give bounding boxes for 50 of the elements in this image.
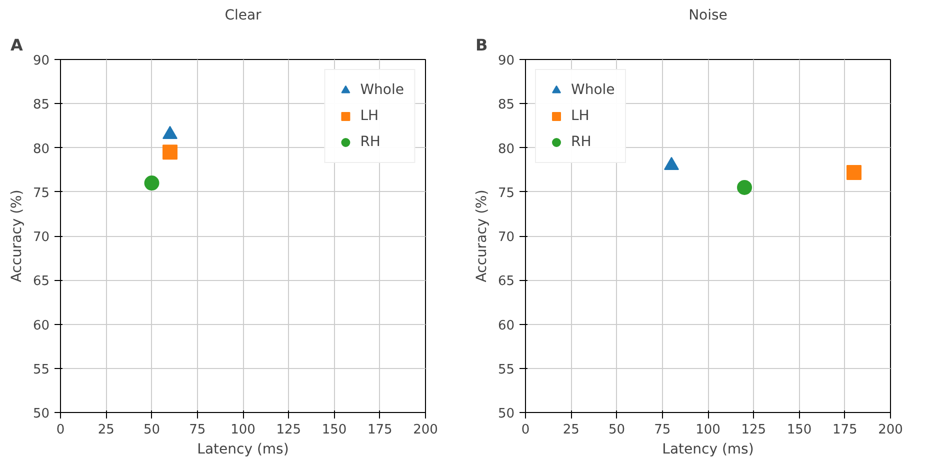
y-tick-label: 70 (32, 230, 50, 245)
y-tick-label: 75 (498, 186, 515, 201)
legend-label: LH (571, 108, 590, 124)
chart-title: Clear (224, 8, 262, 24)
chart-title: Noise (688, 8, 728, 24)
y-tick-label: 50 (32, 406, 50, 422)
x-tick-label: 175 (832, 422, 858, 438)
y-tick-label: 60 (498, 318, 515, 334)
y-tick-label: 80 (32, 142, 50, 157)
legend-label: RH (360, 134, 380, 150)
x-tick-label: 125 (741, 422, 766, 438)
y-tick-label: 75 (32, 186, 50, 201)
x-tick-label: 150 (322, 422, 347, 438)
x-tick-label: 0 (56, 422, 65, 438)
y-tick-label: 60 (32, 318, 50, 334)
y-tick-label: 55 (498, 362, 515, 378)
y-tick-label: 65 (32, 274, 50, 290)
y-axis-title: Accuracy (%) (474, 190, 490, 282)
x-tick-label: 75 (654, 422, 671, 438)
y-tick-label: 90 (32, 54, 50, 68)
x-tick-label: 150 (786, 422, 812, 438)
x-tick-label: 200 (413, 422, 438, 438)
x-tick-label: 125 (276, 422, 302, 438)
x-tick-label: 175 (367, 422, 392, 438)
legend-label: Whole (571, 82, 615, 98)
y-tick-label: 90 (498, 54, 515, 68)
y-tick-label: 50 (498, 406, 515, 422)
legend-label: RH (571, 134, 592, 150)
x-tick-label: 25 (98, 422, 114, 438)
x-tick-label: 100 (230, 422, 256, 438)
y-tick-label: 85 (32, 98, 50, 113)
legend-label: Whole (360, 82, 404, 98)
y-tick-label: 70 (498, 230, 515, 245)
x-tick-label: 200 (878, 422, 903, 438)
x-tick-label: 25 (562, 422, 580, 438)
text: B (476, 36, 488, 54)
legend-label: LH (360, 108, 380, 124)
x-axis-title: Latency (ms) (662, 442, 754, 458)
x-tick-label: 50 (608, 422, 626, 438)
y-tick-label: 80 (498, 142, 515, 157)
x-tick-label: 0 (521, 422, 530, 438)
text: A (10, 36, 24, 54)
x-tick-label: 100 (696, 422, 720, 438)
x-tick-label: 50 (143, 422, 160, 438)
y-tick-label: 55 (32, 362, 50, 378)
x-axis-title: Latency (ms) (197, 442, 289, 458)
y-tick-label: 85 (498, 98, 515, 113)
y-axis-title: Accuracy (%) (8, 190, 25, 282)
y-tick-label: 65 (498, 274, 515, 290)
x-tick-label: 75 (189, 422, 206, 438)
